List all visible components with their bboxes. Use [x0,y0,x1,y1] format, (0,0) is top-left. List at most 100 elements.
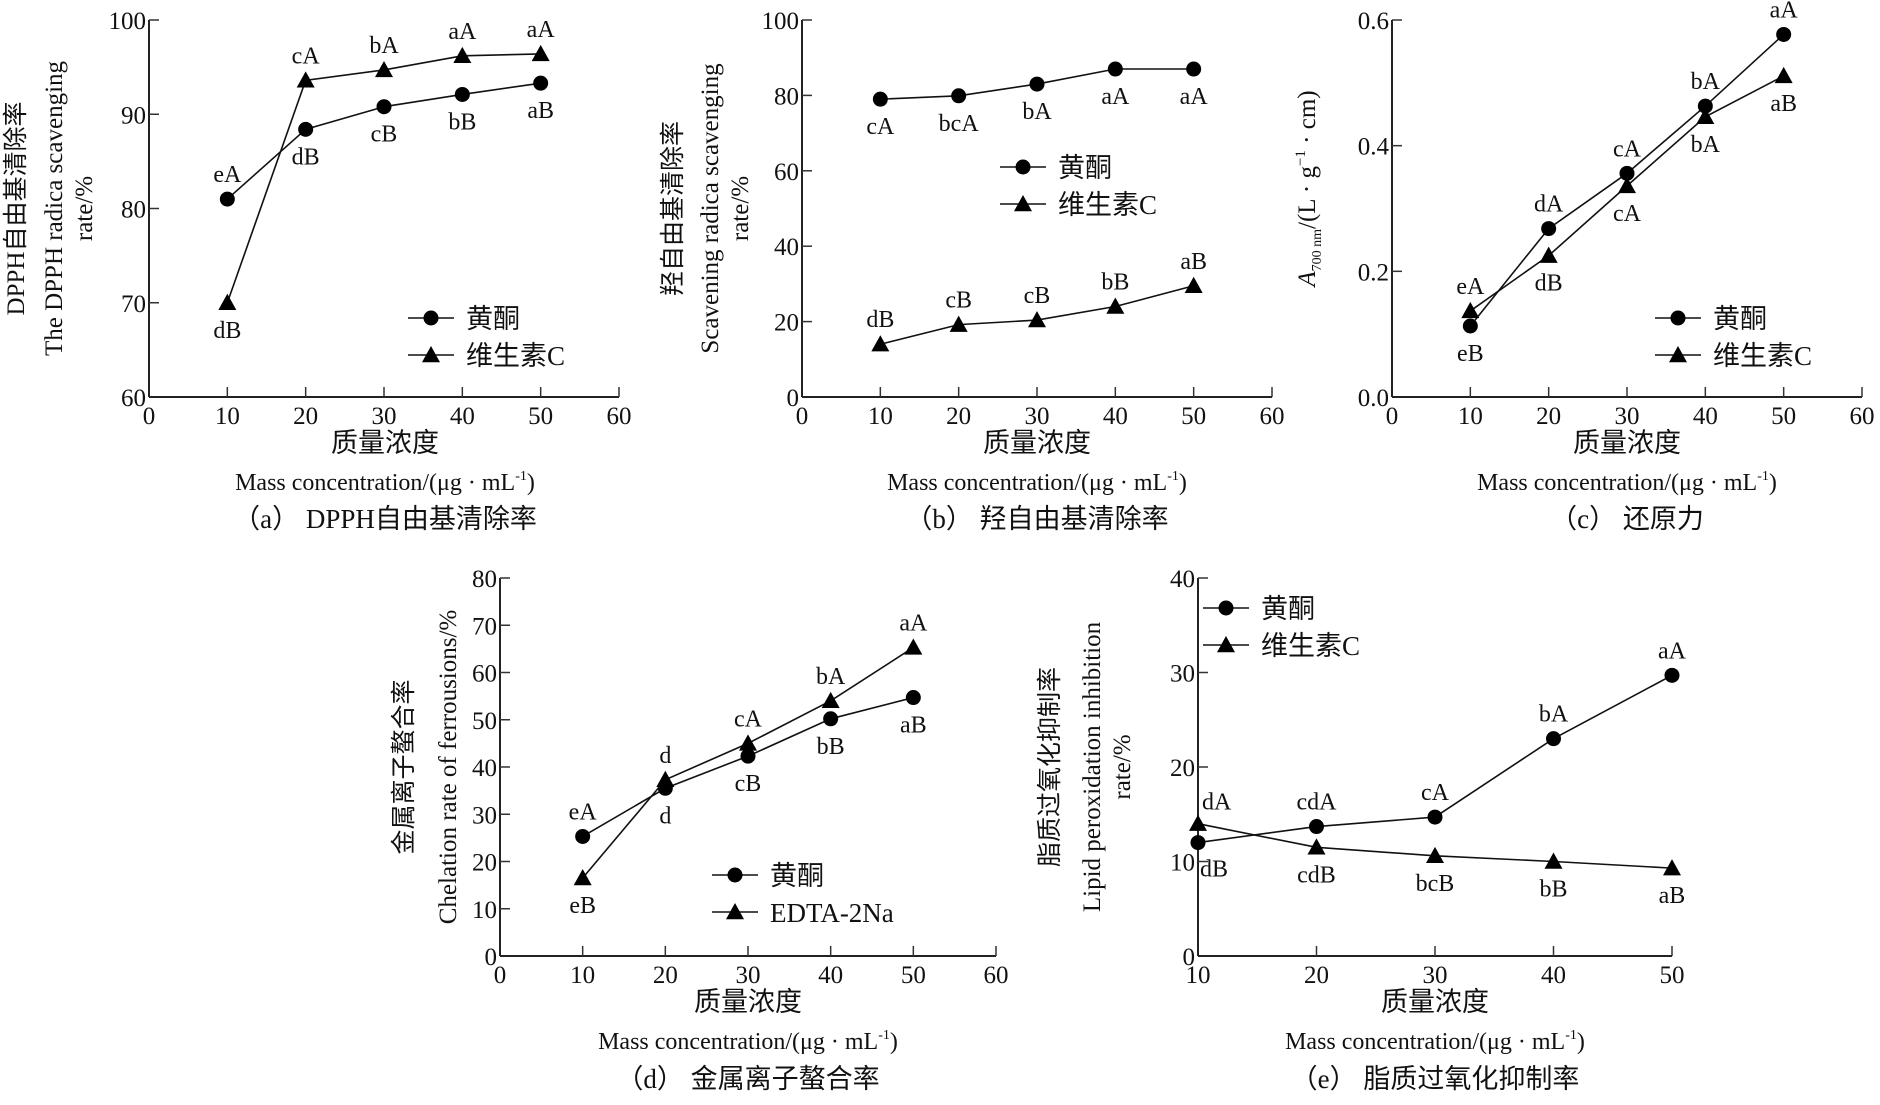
x-axis-label-en: Mass concentration/(μg · mL-1) [1285,1028,1585,1055]
y-axis-label: rate/% [71,176,98,241]
data-label: dB [866,307,894,333]
legend-marker-circle [727,867,743,883]
data-label: cdA [1297,790,1338,816]
x-tick-label: 50 [1181,403,1206,430]
y-tick-label: 30 [1170,661,1195,688]
chart-panel-d: 0 10 20 30 40 50 60 0 10 20 30 40 50 60 70 80 金属离子螯合率 Che… [390,566,1009,1094]
legend-marker-circle [423,310,439,326]
y-tick-label: 50 [472,708,497,735]
x-axis-label-part: -1 [878,1028,890,1043]
y-axis-label: Scavening radica scavenging [697,63,724,354]
data-point-triangle [1461,301,1480,319]
legend-marker-triangle [726,903,744,920]
data-label: bA [1022,99,1052,125]
data-point-circle [1427,809,1443,825]
data-point-circle [1462,318,1478,334]
data-label: eB [569,893,596,919]
data-point-circle [872,91,888,107]
data-point-triangle [453,46,472,64]
y-axis-label: rate/% [1109,734,1136,799]
y-axis-label: Chelation rate of ferrousions/% [435,610,462,925]
data-point-circle [219,191,235,207]
legend-marker-triangle [1014,195,1032,212]
data-point-circle [1546,731,1561,747]
series-reference: eB d cA bA aA [569,610,928,919]
data-point-triangle [1028,311,1046,328]
data-point-triangle [1774,66,1793,84]
y-axis-label-part: /(L · g [1294,166,1321,229]
x-tick-label: 20 [946,403,971,430]
legend-label: 黄酮 [1058,153,1112,183]
x-axis-label-part: -1 [1565,1028,1577,1043]
y-tick-label: 20 [1170,755,1195,782]
y-tick-label: 40 [472,755,497,782]
data-label: aA [448,19,477,45]
x-axis-label-part: Mass concentration/(μg · mL [598,1029,878,1055]
x-tick-label: 10 [868,403,893,430]
data-point-triangle [531,44,550,62]
y-tick-label: 80 [774,83,799,110]
y-tick-label: 0.2 [1358,259,1389,286]
data-point-triangle [739,734,757,751]
data-label: dA [1202,790,1232,816]
data-point-triangle [1696,107,1715,124]
y-axis-label: DPPH自由基清除率 [2,102,30,316]
series-line [1469,75,1785,312]
x-tick-label: 20 [653,962,678,989]
data-point-circle [1776,26,1792,42]
series-flavonoid: eA dB cB bB aB [213,75,554,207]
data-label: bA [1691,132,1721,158]
x-tick-label: 30 [1025,403,1050,430]
data-label: d [659,743,671,769]
data-point-triangle [1618,176,1636,194]
data-point-circle [1541,221,1557,237]
x-tick-label: 0 [796,403,809,430]
x-tick-label: 10 [1186,962,1211,989]
x-axis-label-cn: 质量浓度 [694,987,802,1017]
x-tick-label: 10 [1458,403,1483,430]
x-tick-label: 20 [1536,403,1561,430]
legend-label: 黄酮 [1713,304,1767,334]
panel-caption: （a） DPPH自由基清除率 [233,504,537,534]
series-reference: dB cA bA aA aA [213,17,555,344]
y-axis-label: 脂质过氧化抑制率 [1036,667,1064,867]
y-axis-label: The DPPH radica scavenging [41,60,68,356]
data-label: bB [1101,270,1129,296]
data-label: eA [213,162,242,188]
x-axis-label-cn: 质量浓度 [1381,987,1489,1017]
legend: 黄酮 EDTA-2Na [712,861,894,928]
y-tick-label: 0 [787,385,800,412]
x-tick-label: 30 [372,403,397,430]
x-axis-label-en: Mass concentration/(μg · mL-1) [235,469,535,496]
data-point-triangle [375,60,393,78]
y-tick-label: 0 [1183,944,1196,971]
data-label: aB [1180,249,1207,275]
data-point-circle [1697,98,1713,114]
data-label: aB [1659,883,1686,909]
x-tick-label: 30 [1423,962,1448,989]
panel-caption: （c） 还原力 [1550,504,1704,534]
data-label: cA [1613,201,1642,227]
data-label: cB [735,771,762,797]
series-reference: eA dB cA bA aB [1456,66,1797,319]
data-label: d [659,803,671,829]
y-axis-label: A700 nm/(L · g−1 · cm) [1293,90,1325,288]
data-label: aA [899,610,928,636]
data-point-triangle [1189,814,1207,831]
series-reference: dB cB cB bB aB [866,249,1207,352]
x-tick-label: 50 [1660,962,1685,989]
data-label: bcA [939,111,980,137]
data-point-circle [1107,61,1123,77]
x-tick-label: 60 [984,962,1009,989]
data-point-circle [376,99,392,115]
y-tick-label: 20 [472,850,497,877]
x-tick-label: 20 [1304,962,1329,989]
data-point-triangle [904,638,923,655]
panel-caption: （b） 羟自由基清除率 [905,504,1168,534]
x-axis-label-cn: 质量浓度 [1573,428,1681,458]
x-axis-label-en: Mass concentration/(μg · mL-1) [598,1028,898,1055]
data-point-circle [1190,835,1206,851]
x-tick-label: 20 [293,403,318,430]
